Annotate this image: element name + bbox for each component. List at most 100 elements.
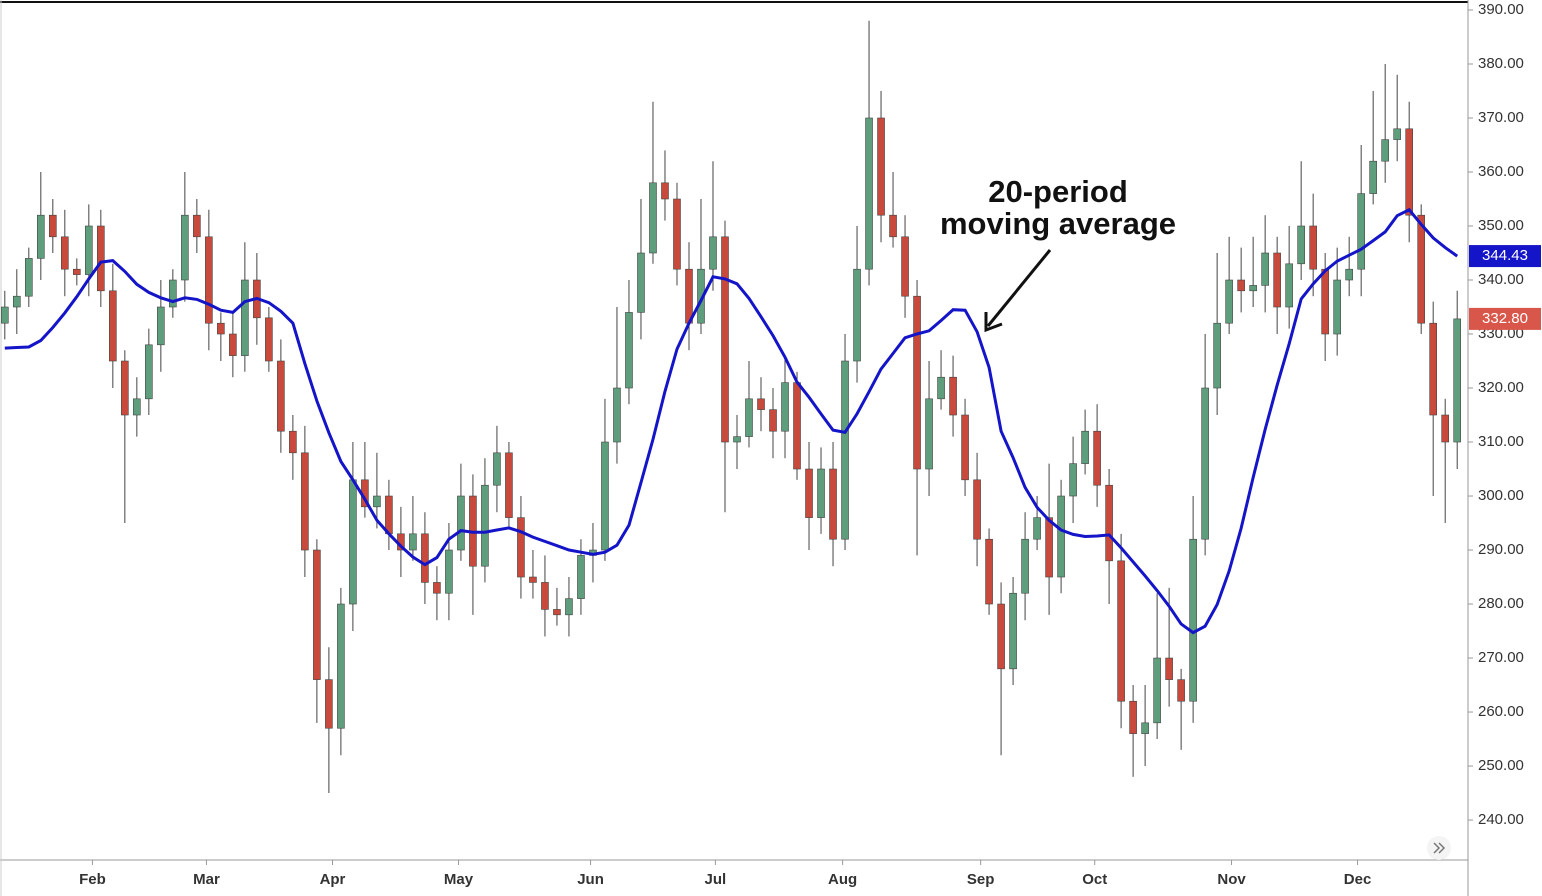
x-tick-label: Mar <box>193 871 220 888</box>
candle-body <box>1309 225 1317 270</box>
candle-body <box>457 495 465 551</box>
candle-body <box>865 117 873 270</box>
candle-body <box>553 609 561 616</box>
candle-body <box>961 414 969 481</box>
candle-body <box>685 268 693 324</box>
y-tick-label: 240.00 <box>1478 811 1524 828</box>
candle-body <box>1357 193 1365 270</box>
candle-body <box>1369 160 1377 194</box>
candle-body <box>1201 387 1209 540</box>
price-tag-label: 344.43 <box>1482 247 1528 264</box>
annotation-arrow <box>986 249 1052 327</box>
candle-body <box>877 117 885 216</box>
candle-body <box>565 598 573 616</box>
y-tick-label: 280.00 <box>1478 595 1524 612</box>
candle-body <box>109 290 117 362</box>
plot <box>1 20 1461 794</box>
x-tick-label: Feb <box>79 871 106 888</box>
candle-body <box>217 322 225 335</box>
candle-body <box>1 306 9 324</box>
y-tick-label: 370.00 <box>1478 109 1524 126</box>
x-tick-label: Dec <box>1344 871 1372 888</box>
x-tick-label: Jul <box>705 871 727 888</box>
candle-body <box>829 468 837 540</box>
x-tick-label: Apr <box>320 871 346 888</box>
candle-body <box>925 398 933 470</box>
y-tick-label: 310.00 <box>1478 433 1524 450</box>
candle-body <box>49 214 57 238</box>
candle-body <box>721 236 729 443</box>
candle-body <box>1213 322 1221 389</box>
candle-body <box>661 182 669 200</box>
candle-body <box>313 549 321 680</box>
candle-body <box>757 398 765 410</box>
candle-body <box>1381 139 1389 162</box>
candle-body <box>1297 225 1305 265</box>
candle-body <box>433 582 441 594</box>
candle-body <box>445 549 453 594</box>
candle-body <box>577 555 585 599</box>
candle-body <box>817 468 825 518</box>
candle-body <box>121 360 129 416</box>
moving-average-line <box>4 207 1459 635</box>
candle-body <box>133 398 141 416</box>
candle-body <box>709 236 717 270</box>
candle-body <box>385 495 393 535</box>
candle-body <box>289 430 297 454</box>
candle-body <box>409 533 417 551</box>
candle-body <box>805 468 813 518</box>
candle-body <box>241 279 249 356</box>
candle-body <box>529 576 537 583</box>
candle-body <box>613 387 621 443</box>
candle-body <box>73 268 81 275</box>
candle-body <box>949 376 957 416</box>
candle-body <box>997 603 1005 670</box>
candle-body <box>541 582 549 610</box>
candle-body <box>145 344 153 400</box>
candle-body <box>1285 263 1293 308</box>
candle-body <box>421 533 429 583</box>
candle-body <box>1141 722 1149 734</box>
price-tag <box>1469 307 1541 330</box>
candle-body <box>1093 430 1101 486</box>
candle-body <box>61 236 69 270</box>
candle-body <box>193 214 201 238</box>
y-tick-label: 340.00 <box>1478 271 1524 288</box>
annotation: moving average <box>940 206 1176 241</box>
candle-body <box>985 538 993 605</box>
candle-body <box>1129 700 1137 734</box>
candle-body <box>1153 657 1161 724</box>
candle-body <box>205 236 213 324</box>
candle-body <box>793 382 801 470</box>
x-tick-label: Sep <box>967 871 995 888</box>
candle-body <box>1321 268 1329 335</box>
y-tick-label: 350.00 <box>1478 217 1524 234</box>
candle-body <box>769 409 777 432</box>
candle-body <box>517 517 525 578</box>
candle-body <box>733 436 741 443</box>
candle-body <box>1165 657 1173 680</box>
candle-body <box>1069 463 1077 497</box>
candle-body <box>1333 279 1341 335</box>
y-tick-label: 270.00 <box>1478 649 1524 666</box>
y-tick-label: 380.00 <box>1478 55 1524 72</box>
candle-body <box>1345 268 1353 281</box>
y-tick-label: 250.00 <box>1478 757 1524 774</box>
y-tick-label: 360.00 <box>1478 163 1524 180</box>
candle-body <box>625 312 633 389</box>
candle-body <box>1453 318 1461 443</box>
candle-body <box>637 252 645 313</box>
y-tick-label: 390.00 <box>1478 1 1524 18</box>
y-tick-label: 300.00 <box>1478 487 1524 504</box>
candle-body <box>1441 414 1449 443</box>
x-tick-label: Nov <box>1217 871 1246 888</box>
candle-body <box>169 279 177 308</box>
candle-body <box>37 214 45 259</box>
candle-body <box>1417 214 1425 324</box>
price-tag-label: 332.80 <box>1482 310 1528 327</box>
candle-body <box>937 376 945 400</box>
price-tag <box>1469 245 1541 268</box>
candle-body <box>1009 592 1017 670</box>
candle-body <box>649 182 657 254</box>
